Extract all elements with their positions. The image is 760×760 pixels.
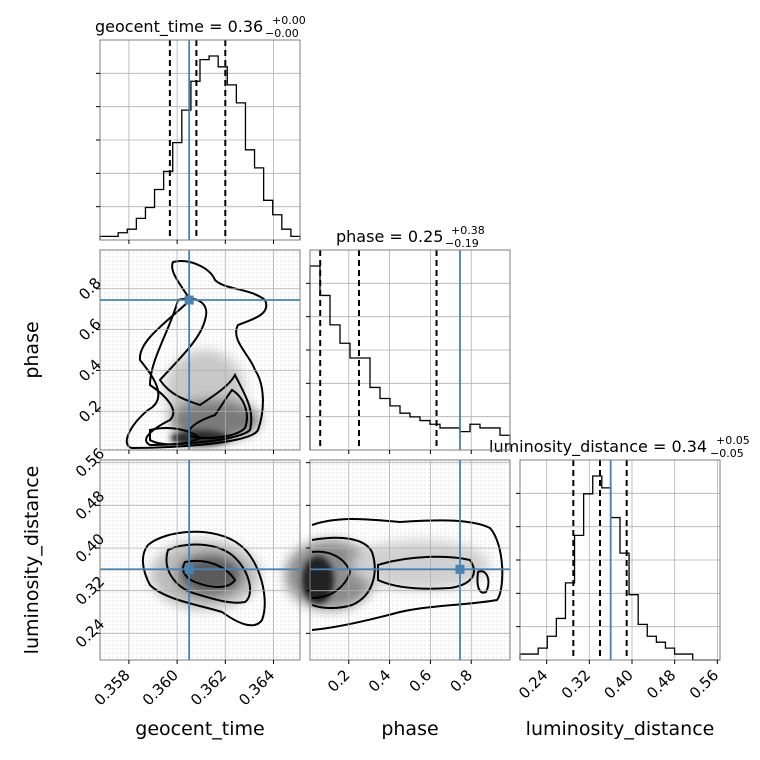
- title-luminosity-distance-plus: +0.05: [716, 434, 750, 447]
- x-tick-label: 0.362: [187, 666, 230, 709]
- title-phase-minus: −0.19: [445, 237, 479, 250]
- quantile-layer: [168, 40, 628, 660]
- title-phase: phase = 0.25: [336, 227, 443, 246]
- truth-marker: [184, 564, 194, 574]
- title-luminosity-distance-minus: −0.05: [710, 447, 744, 460]
- x-tick-label: 0.8: [446, 666, 476, 696]
- grid-layer: [100, 40, 720, 660]
- x-tick-label: 0.2: [324, 666, 354, 696]
- title-geocent-time-minus: −0.00: [265, 27, 299, 40]
- panel-frame: [99, 459, 301, 661]
- x-tick-label: 0.48: [643, 666, 679, 702]
- ylabel-luminosity-distance: luminosity_distance: [21, 466, 43, 655]
- x-tick-label: 0.364: [235, 666, 278, 709]
- title-phase-plus: +0.38: [451, 224, 485, 237]
- ylabel-phase: phase: [21, 321, 43, 378]
- panel-frame: [309, 459, 511, 661]
- histogram-luminosity_distance: [519, 475, 720, 661]
- density-geocent-distance: [100, 460, 300, 660]
- x-tick-label: 0.6: [406, 666, 436, 696]
- x-tick-label: 0.4: [365, 666, 395, 696]
- density-phase-distance: [285, 460, 510, 660]
- truth-marker: [455, 564, 465, 574]
- truth-marker: [184, 295, 194, 305]
- xlabel-geocent-time: geocent_time: [135, 718, 264, 740]
- x-tick-label: 0.56: [686, 666, 722, 702]
- x-tick-label: 0.40: [600, 666, 636, 702]
- x-tick-label: 0.360: [139, 666, 182, 709]
- x-tick-label: 0.24: [515, 666, 551, 702]
- truth-layer: [100, 40, 612, 660]
- panel-frame: [99, 249, 301, 451]
- title-geocent-time-plus: +0.00: [272, 14, 306, 27]
- xlabel-luminosity-distance: luminosity_distance: [526, 718, 715, 740]
- density-geocent-phase: [100, 250, 300, 450]
- contours-geocent-distance: [142, 530, 266, 627]
- xlabel-phase: phase: [381, 718, 438, 740]
- frame-layer: [99, 39, 721, 661]
- histogram-phase: [309, 265, 511, 450]
- x-tick-label: 0.358: [91, 666, 134, 709]
- title-luminosity-distance: luminosity_distance = 0.34: [489, 437, 707, 457]
- title-geocent-time: geocent_time = 0.36: [95, 17, 263, 37]
- x-tick-label: 0.32: [558, 666, 594, 702]
- histogram-geocent_time: [99, 55, 301, 240]
